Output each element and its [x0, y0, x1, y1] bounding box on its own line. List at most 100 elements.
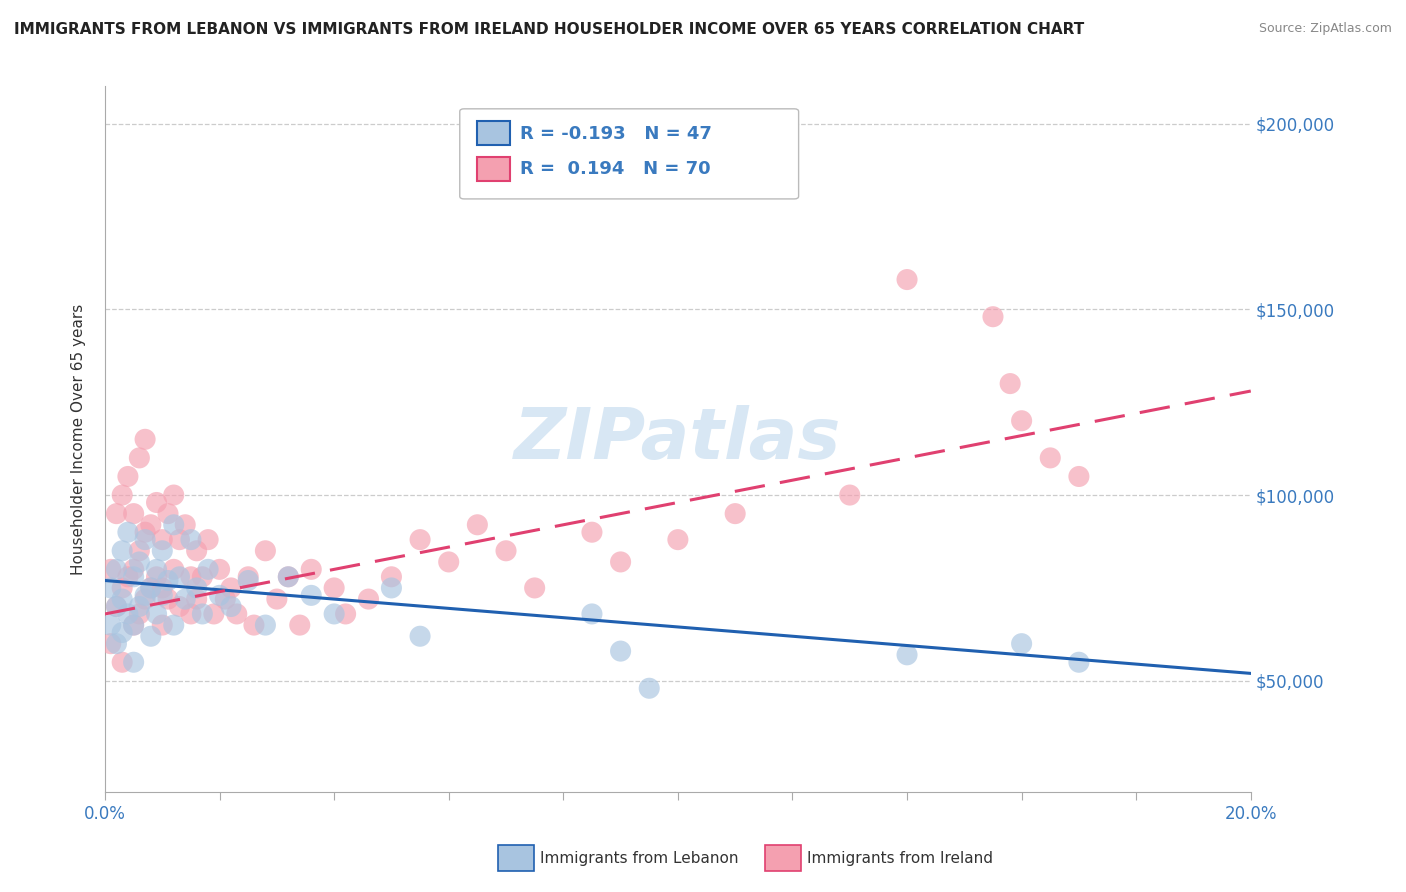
- Point: [100, 562, 122, 576]
- Point: [134, 533, 156, 547]
- Point: [122, 562, 145, 576]
- Point: [163, 517, 186, 532]
- Point: [1067, 469, 1090, 483]
- Point: [609, 644, 631, 658]
- Point: [998, 376, 1021, 391]
- Point: [145, 495, 167, 509]
- Point: [150, 618, 173, 632]
- Point: [186, 581, 208, 595]
- Point: [323, 607, 346, 621]
- Point: [169, 570, 191, 584]
- Point: [380, 581, 402, 595]
- Point: [1011, 637, 1033, 651]
- Point: [156, 574, 179, 588]
- Point: [197, 533, 219, 547]
- Point: [838, 488, 860, 502]
- Point: [174, 517, 197, 532]
- Point: [666, 533, 689, 547]
- Point: [724, 507, 747, 521]
- Point: [191, 607, 214, 621]
- Point: [156, 592, 179, 607]
- Text: R = -0.193   N = 47: R = -0.193 N = 47: [520, 125, 711, 143]
- Point: [128, 599, 150, 614]
- Point: [105, 637, 128, 651]
- Point: [128, 543, 150, 558]
- Point: [254, 618, 277, 632]
- Point: [145, 607, 167, 621]
- Point: [238, 570, 260, 584]
- Point: [581, 525, 603, 540]
- Point: [111, 592, 134, 607]
- Point: [117, 607, 139, 621]
- Point: [219, 599, 242, 614]
- Point: [117, 469, 139, 483]
- Point: [219, 581, 242, 595]
- Point: [169, 533, 191, 547]
- Point: [180, 607, 202, 621]
- Point: [100, 618, 122, 632]
- Point: [163, 618, 186, 632]
- Point: [191, 570, 214, 584]
- Point: [288, 618, 311, 632]
- Point: [128, 555, 150, 569]
- Point: [409, 533, 432, 547]
- Point: [197, 562, 219, 576]
- Point: [139, 581, 162, 595]
- Point: [111, 625, 134, 640]
- Point: [128, 607, 150, 621]
- Point: [122, 570, 145, 584]
- Point: [111, 543, 134, 558]
- Point: [243, 618, 266, 632]
- Point: [581, 607, 603, 621]
- Point: [111, 655, 134, 669]
- Point: [145, 562, 167, 576]
- Point: [380, 570, 402, 584]
- Point: [122, 618, 145, 632]
- Point: [150, 588, 173, 602]
- Point: [105, 507, 128, 521]
- Point: [150, 581, 173, 595]
- Point: [523, 581, 546, 595]
- Point: [1011, 414, 1033, 428]
- Point: [437, 555, 460, 569]
- Text: R =  0.194   N = 70: R = 0.194 N = 70: [520, 161, 711, 178]
- Point: [180, 533, 202, 547]
- Point: [100, 637, 122, 651]
- Point: [105, 599, 128, 614]
- Point: [357, 592, 380, 607]
- Text: Source: ZipAtlas.com: Source: ZipAtlas.com: [1258, 22, 1392, 36]
- Text: Immigrants from Lebanon: Immigrants from Lebanon: [540, 851, 738, 865]
- Point: [467, 517, 489, 532]
- Point: [150, 543, 173, 558]
- Point: [254, 543, 277, 558]
- Point: [139, 629, 162, 643]
- Point: [896, 648, 918, 662]
- Point: [105, 599, 128, 614]
- Point: [134, 592, 156, 607]
- Point: [156, 507, 179, 521]
- Point: [277, 570, 299, 584]
- Text: Immigrants from Ireland: Immigrants from Ireland: [807, 851, 993, 865]
- Point: [277, 570, 299, 584]
- Text: IMMIGRANTS FROM LEBANON VS IMMIGRANTS FROM IRELAND HOUSEHOLDER INCOME OVER 65 YE: IMMIGRANTS FROM LEBANON VS IMMIGRANTS FR…: [14, 22, 1084, 37]
- Point: [150, 533, 173, 547]
- Point: [981, 310, 1004, 324]
- Point: [609, 555, 631, 569]
- Point: [266, 592, 288, 607]
- Point: [169, 599, 191, 614]
- Point: [111, 488, 134, 502]
- Point: [134, 588, 156, 602]
- Point: [134, 525, 156, 540]
- Point: [323, 581, 346, 595]
- Point: [117, 570, 139, 584]
- Point: [186, 592, 208, 607]
- Point: [134, 433, 156, 447]
- Point: [111, 581, 134, 595]
- Point: [214, 592, 236, 607]
- Point: [163, 562, 186, 576]
- Point: [128, 450, 150, 465]
- Point: [208, 562, 231, 576]
- Point: [122, 618, 145, 632]
- Point: [225, 607, 247, 621]
- Y-axis label: Householder Income Over 65 years: Householder Income Over 65 years: [72, 303, 86, 575]
